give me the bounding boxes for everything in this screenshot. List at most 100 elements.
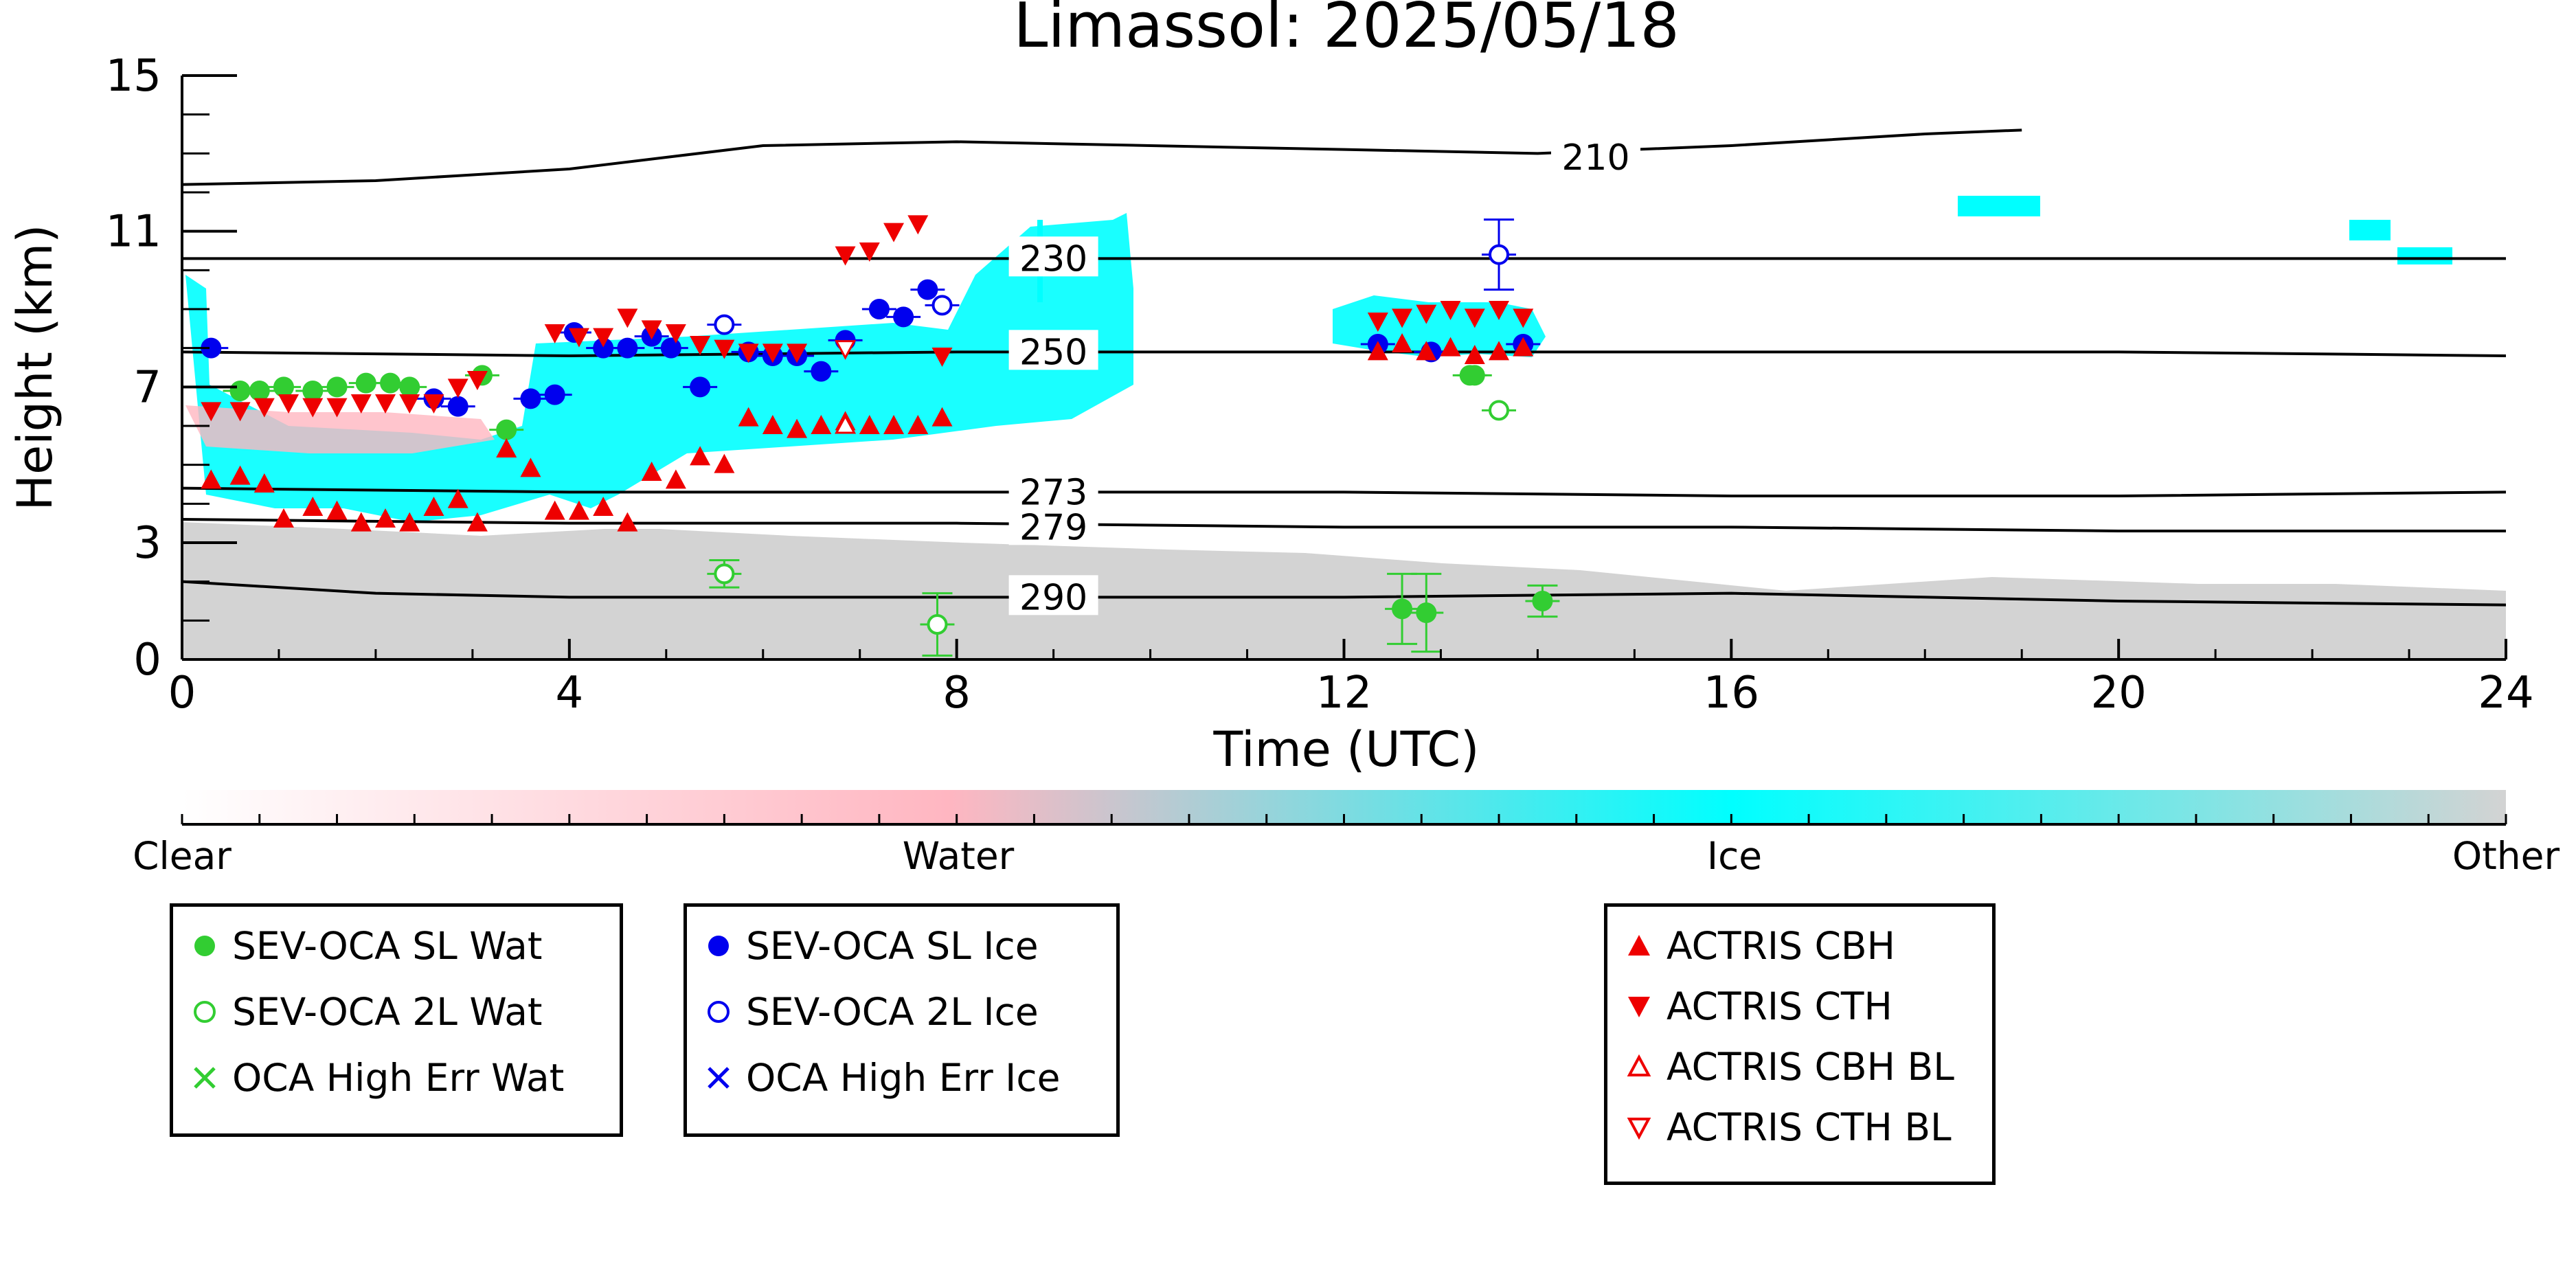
isotherm-label-bg [1008,575,1098,615]
x-mark-icon [708,1067,730,1089]
legend-water: SEV-OCA SL Wat SEV-OCA 2L Wat OCA High E… [170,903,623,1137]
open-triangle-down-icon [1627,1118,1651,1140]
x-mark-icon [194,1067,216,1089]
triangle-down-icon [1628,997,1650,1017]
data-point-actris-cbh [714,453,735,473]
data-point-actris-cth [617,308,638,328]
data-point-actris-cth [399,394,420,414]
data-point-sev-oca-sl-ice [593,337,614,359]
data-point-actris-cth [1464,308,1485,328]
open-circle-icon [194,1001,216,1023]
data-point-actris-cbh [253,473,275,493]
data-point-actris-cth [1440,301,1461,320]
data-point-actris-cth-bl [835,340,857,360]
y-axis-label: Height (km) [7,225,63,511]
data-point-actris-cbh [931,407,953,427]
data-point-actris-cth [665,324,686,343]
data-point-actris-cbh [273,508,295,528]
data-point-sev-oca-sl-ice [201,337,222,359]
legend-actris: ACTRIS CBH ACTRIS CTH ACTRIS CBH BL ACTR… [1604,903,1996,1185]
colorbar-tick-layer [181,814,2507,824]
data-point-actris-cth [1367,313,1388,332]
y-tick-label: 15 [106,51,161,102]
isotherm-label-bg [1550,135,1640,175]
data-point-sev-oca-2l-ice [931,295,953,316]
data-point-actris-cbh [496,438,517,457]
legend-label: SEV-OCA 2L Ice [746,990,1039,1034]
data-point-actris-cbh [1489,341,1510,361]
legend-item-higherr-ice: OCA High Err Ice [703,1054,1060,1102]
axis-tick-layer: 0 4 8 12 16 20 24 0 3 7 11 15 [106,51,2534,719]
data-point-actris-cth [447,379,468,398]
isotherm-label: 210 [1561,137,1629,179]
data-point-actris-cbh [690,446,711,466]
data-point-actris-cbh [399,512,420,532]
data-point-actris-cth [931,348,953,367]
data-point-actris-cth [641,320,662,340]
colorbar-label-ice: Ice [1707,834,1762,878]
data-point-actris-cbh [229,465,251,485]
isotherm-label-bg [1008,470,1098,510]
legend-item-actris-cth-bl: ACTRIS CTH BL [1624,1103,1952,1151]
legend-item-higherr-wat: OCA High Err Wat [190,1054,564,1102]
isotherm-290 [182,580,2506,607]
legend-label: OCA High Err Wat [232,1056,565,1100]
data-point-actris-cth [544,324,565,343]
colorbar-label-water: Water [903,834,1015,878]
data-point-sev-oca-sl-wat [1392,598,1413,620]
data-point-actris-cbh [350,512,372,532]
legend-item-actris-cbh-bl: ACTRIS CBH BL [1624,1043,1954,1091]
data-point-actris-cth [423,394,444,414]
legend-label: ACTRIS CBH [1667,924,1895,968]
data-point-sev-oca-sl-ice [544,384,565,405]
data-point-actris-cth [375,394,396,414]
data-point-actris-cth [714,339,735,359]
data-point-actris-cbh [423,497,444,516]
water-cloud-region [185,405,495,453]
data-point-actris-cbh [447,488,468,508]
other-class-ground-region [182,522,2506,659]
y-tick-label: 7 [133,362,161,413]
data-point-actris-cth [466,371,488,390]
data-point-actris-cth [1416,304,1437,324]
data-point-actris-cbh-bl [835,414,857,434]
isotherm-279 [182,518,2506,532]
y-tick-label: 0 [133,635,161,686]
data-point-actris-cbh [1367,341,1388,361]
isotherm-label-bg [1008,236,1098,277]
data-point-sev-oca-sl-ice [617,337,638,359]
data-point-sev-oca-sl-wat [1532,591,1553,611]
data-point-sev-oca-sl-wat [326,376,348,398]
data-point-sev-oca-2l-wat [927,614,948,635]
isotherm-label: 290 [1019,577,1087,618]
legend-item-sl-wat: SEV-OCA SL Wat [190,922,542,970]
data-point-actris-cbh [1440,337,1461,357]
data-point-actris-cbh [787,418,808,438]
data-point-sev-oca-sl-wat [399,376,420,398]
legend-item-sl-ice: SEV-OCA SL Ice [703,922,1039,970]
legend-item-2l-ice: SEV-OCA 2L Ice [703,988,1039,1036]
data-point-sev-oca-sl-ice [917,279,938,300]
legend-label: SEV-OCA SL Ice [746,924,1039,968]
ice-fleck-2 [2349,220,2391,240]
isotherm-label-bg [1008,330,1098,370]
data-point-actris-cbh [617,512,638,532]
data-point-sev-oca-sl-wat [249,381,270,401]
data-point-sev-oca-sl-ice [660,337,681,359]
data-point-sev-oca-2l-wat [1489,400,1510,421]
legend-label: ACTRIS CTH BL [1667,1105,1952,1149]
x-tick-label: 8 [942,668,971,719]
data-point-actris-cbh [1416,341,1437,361]
data-point-sev-oca-sl-wat [229,381,251,401]
isotherm-label-bg [1008,505,1098,545]
data-point-actris-cbh [466,512,488,532]
data-point-sev-oca-sl-ice [690,376,711,398]
data-point-actris-cth [787,343,808,363]
data-point-sev-oca-sl-wat [1416,602,1437,623]
data-point-sev-oca-2l-ice [714,314,735,335]
data-point-actris-cbh [568,500,589,520]
y-tick-label: 3 [133,518,161,569]
legend-label: ACTRIS CBH BL [1667,1045,1954,1089]
x-tick-label: 24 [2478,668,2533,719]
